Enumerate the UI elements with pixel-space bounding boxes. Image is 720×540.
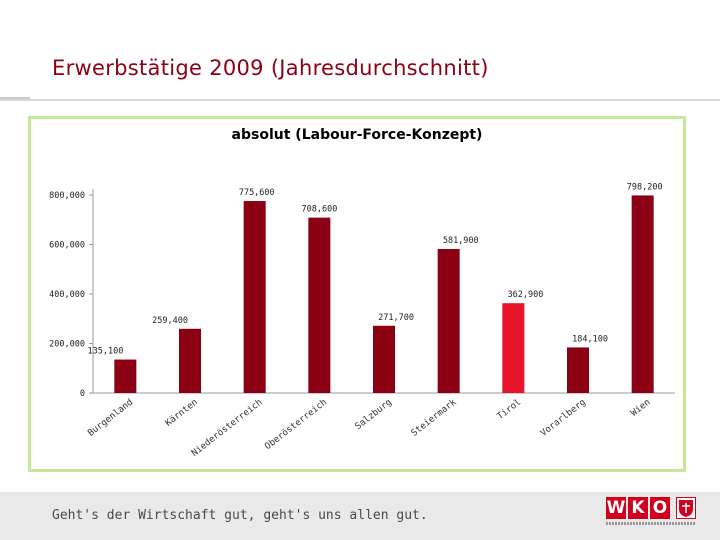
bar — [567, 347, 589, 393]
data-label: 708,600 — [302, 205, 338, 215]
bar-chart: absolut (Labour-Force-Konzept) 0 200,000 4… — [49, 127, 675, 459]
data-label: 775,600 — [239, 188, 275, 198]
wko-logo-letter-w: W — [606, 497, 626, 519]
x-tick-label: Vorarlberg — [539, 397, 588, 438]
slide-title: Erwerbstätige 2009 (Jahresdurchschnitt) — [52, 56, 489, 80]
bar-layer — [114, 195, 654, 393]
title-rule — [0, 99, 720, 101]
wko-logo: W K O — [606, 497, 696, 527]
bar — [373, 325, 395, 393]
data-label: 184,100 — [572, 334, 608, 344]
bar — [114, 359, 137, 393]
x-tick-label: Salzburg — [354, 397, 394, 432]
y-tick-label: 200,000 — [49, 340, 85, 350]
bar — [179, 328, 201, 393]
x-tick-label: Wien — [629, 397, 652, 418]
footer-slogan: Geht's der Wirtschaft gut, geht's uns al… — [52, 508, 428, 523]
footer-band — [0, 492, 720, 540]
wko-logo-subline — [606, 522, 696, 525]
chart-title: absolut (Labour-Force-Konzept) — [232, 127, 483, 143]
y-tick-label: 0 — [80, 389, 85, 399]
bar — [243, 201, 266, 393]
bar — [631, 195, 654, 393]
y-tick-label: 800,000 — [49, 191, 85, 201]
data-label: 271,700 — [378, 313, 414, 323]
chart-frame: absolut (Labour-Force-Konzept) 0 200,000 4… — [28, 116, 686, 472]
wko-logo-letter-o: O — [650, 497, 670, 519]
x-tick-label: Steiermark — [410, 397, 459, 439]
bar — [308, 217, 331, 393]
data-label: 362,900 — [508, 290, 544, 300]
x-tick-label: Burgenland — [86, 397, 135, 438]
y-tick-label: 400,000 — [49, 290, 85, 300]
label-layer: 135,100 Burgenland 259,400 Kärnten 775,600 Ni… — [86, 182, 662, 458]
x-tick-label: Oberösterreich — [263, 397, 329, 452]
data-label: 135,100 — [88, 347, 124, 357]
x-tick-label: Tirol — [496, 397, 524, 422]
data-label: 581,900 — [443, 236, 479, 246]
y-tick-label: 600,000 — [49, 241, 85, 251]
x-tick-label: Kärnten — [164, 397, 200, 428]
wko-logo-letter-k: K — [628, 497, 648, 519]
data-label: 798,200 — [627, 182, 663, 192]
crest-icon — [676, 497, 696, 519]
x-tick-label: Niederösterreich — [190, 397, 264, 458]
data-label: 259,400 — [152, 316, 188, 326]
bar — [437, 248, 460, 393]
bar — [502, 303, 525, 393]
